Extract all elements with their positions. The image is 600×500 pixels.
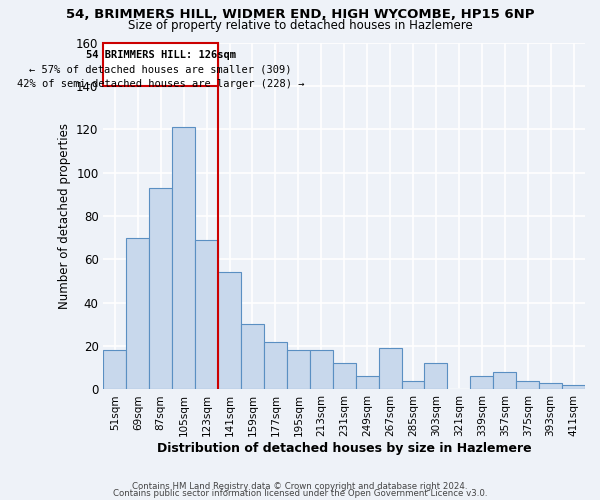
- Text: ← 57% of detached houses are smaller (309): ← 57% of detached houses are smaller (30…: [29, 64, 292, 74]
- Bar: [103, 42, 218, 86]
- Bar: [103, 350, 127, 390]
- Bar: [470, 376, 493, 390]
- Text: Contains HM Land Registry data © Crown copyright and database right 2024.: Contains HM Land Registry data © Crown c…: [132, 482, 468, 491]
- Bar: [287, 350, 310, 390]
- Bar: [333, 364, 356, 390]
- Bar: [379, 348, 401, 390]
- Bar: [401, 381, 424, 390]
- Bar: [310, 350, 333, 390]
- Y-axis label: Number of detached properties: Number of detached properties: [58, 123, 71, 309]
- Bar: [218, 272, 241, 390]
- Bar: [424, 364, 448, 390]
- Bar: [264, 342, 287, 390]
- Bar: [149, 188, 172, 390]
- Bar: [562, 385, 585, 390]
- Bar: [127, 238, 149, 390]
- X-axis label: Distribution of detached houses by size in Hazlemere: Distribution of detached houses by size …: [157, 442, 532, 455]
- Bar: [241, 324, 264, 390]
- Bar: [539, 383, 562, 390]
- Bar: [172, 127, 195, 390]
- Bar: [493, 372, 516, 390]
- Bar: [516, 381, 539, 390]
- Text: 54 BRIMMERS HILL: 126sqm: 54 BRIMMERS HILL: 126sqm: [86, 50, 236, 60]
- Bar: [195, 240, 218, 390]
- Text: 42% of semi-detached houses are larger (228) →: 42% of semi-detached houses are larger (…: [17, 80, 304, 90]
- Text: 54, BRIMMERS HILL, WIDMER END, HIGH WYCOMBE, HP15 6NP: 54, BRIMMERS HILL, WIDMER END, HIGH WYCO…: [66, 8, 534, 20]
- Text: Size of property relative to detached houses in Hazlemere: Size of property relative to detached ho…: [128, 18, 472, 32]
- Text: Contains public sector information licensed under the Open Government Licence v3: Contains public sector information licen…: [113, 489, 487, 498]
- Bar: [356, 376, 379, 390]
